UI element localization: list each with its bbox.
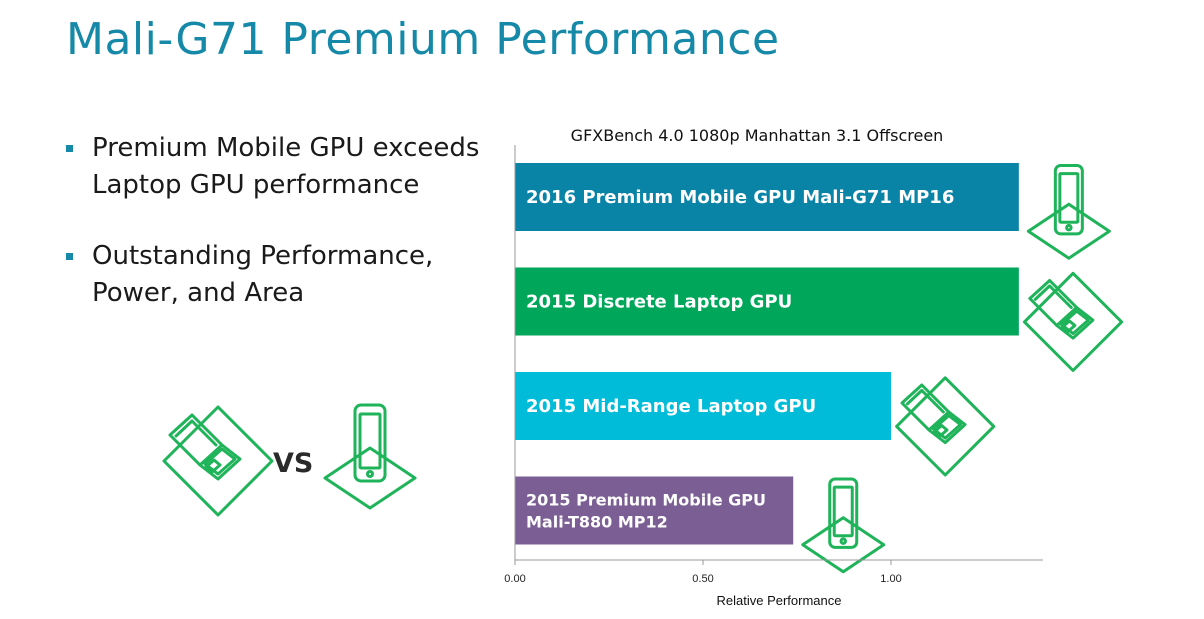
bars-group: 2016 Premium Mobile GPU Mali-G71 MP16 201… xyxy=(515,163,1019,545)
bullet-text: Premium Mobile GPU exceeds Laptop GPU pe… xyxy=(92,133,480,200)
bar-2 xyxy=(515,267,1019,336)
x-axis-label: Relative Performance xyxy=(717,593,842,608)
bar-3 xyxy=(515,372,891,440)
laptop-icon xyxy=(162,405,274,517)
bar-4 xyxy=(515,476,794,545)
phone-icon xyxy=(801,477,886,574)
bullet-item: Premium Mobile GPU exceeds Laptop GPU pe… xyxy=(66,130,506,204)
x-ticks-group: 0.00 0.50 1.00 xyxy=(504,560,902,585)
bullet-item: Outstanding Performance, Power, and Area xyxy=(66,238,506,312)
bullet-text: Outstanding Performance, Power, and Area xyxy=(92,241,434,308)
bullet-marker xyxy=(66,253,73,260)
x-tick-label: 0.00 xyxy=(504,573,525,585)
bar-label: 2015 Mid-Range Laptop GPU xyxy=(526,396,816,417)
phone-icon xyxy=(323,403,417,510)
bar-label: 2016 Premium Mobile GPU Mali-G71 MP16 xyxy=(526,187,954,208)
bullet-marker xyxy=(66,145,73,152)
page-title: Mali-G71 Premium Performance xyxy=(66,14,780,65)
x-tick-label: 1.00 xyxy=(880,573,901,585)
chart-title: GFXBench 4.0 1080p Manhattan 3.1 Offscre… xyxy=(571,126,944,145)
vs-label: VS xyxy=(273,448,314,479)
bar-label: Mali-T880 MP12 xyxy=(526,513,668,532)
left-icons xyxy=(162,403,417,517)
x-tick-label: 0.50 xyxy=(692,573,713,585)
laptop-icon xyxy=(1022,271,1124,372)
phone-icon xyxy=(1026,164,1111,260)
bullet-list: Premium Mobile GPU exceeds Laptop GPU pe… xyxy=(66,130,506,346)
bar-label: 2015 Discrete Laptop GPU xyxy=(526,292,792,313)
bar-label: 2015 Premium Mobile GPU xyxy=(526,491,766,510)
laptop-icon xyxy=(895,376,996,477)
bar-1 xyxy=(515,163,1019,231)
